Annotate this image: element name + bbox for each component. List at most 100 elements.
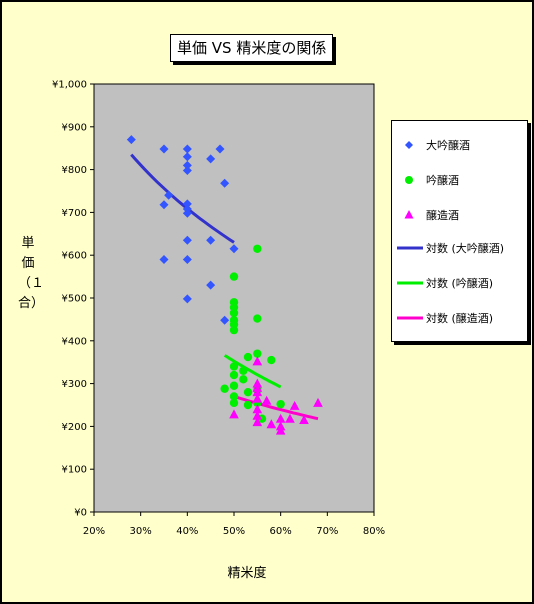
- data-point-triangle: [252, 393, 263, 403]
- data-point-triangle: [266, 419, 277, 429]
- legend-item-trend-jozo: 対数 (醸造酒): [392, 308, 527, 328]
- data-point-diamond: [182, 254, 192, 264]
- data-point-triangle: [289, 400, 300, 410]
- data-point-circle: [229, 325, 239, 335]
- y-tick-label: ¥300: [62, 379, 87, 390]
- plot-area: [93, 83, 375, 513]
- triangle-marker-icon: [404, 210, 414, 219]
- legend-label: 対数 (醸造酒): [426, 312, 494, 325]
- data-point-circle: [229, 392, 239, 401]
- data-point-diamond: [182, 144, 192, 154]
- data-point-triangle: [285, 413, 295, 423]
- y-tick-label: ¥100: [62, 465, 87, 476]
- x-tick-label: 20%: [83, 526, 105, 537]
- data-point-triangle: [252, 417, 263, 427]
- line-marker-icon: [397, 281, 423, 285]
- legend-item-trend-daiginjo: 対数 (大吟醸酒): [392, 238, 527, 258]
- data-point-triangle: [261, 395, 272, 405]
- data-point-circle: [253, 244, 262, 253]
- data-point-diamond: [215, 144, 225, 154]
- data-point-diamond: [159, 254, 169, 264]
- data-point-circle: [243, 387, 253, 397]
- data-point-circle: [229, 381, 239, 390]
- data-point-diamond: [206, 154, 216, 164]
- data-point-triangle: [252, 404, 263, 414]
- y-tick-label: ¥800: [62, 165, 87, 176]
- legend: 大吟醸酒 吟醸酒 醸造酒 対数 (大吟醸酒) 対数 (吟醸酒) 対数 (醸造酒): [391, 120, 528, 342]
- data-point-diamond: [206, 280, 216, 290]
- y-tick-label: ¥500: [62, 294, 87, 305]
- data-point-diamond: [220, 178, 230, 188]
- data-point-circle: [276, 399, 285, 409]
- legend-label: 吟醸酒: [426, 174, 459, 187]
- data-point-circle: [239, 375, 248, 384]
- line-marker-icon: [397, 316, 423, 320]
- data-point-diamond: [220, 315, 230, 325]
- data-point-circle: [253, 349, 262, 358]
- data-point-triangle: [313, 397, 323, 407]
- data-point-diamond: [182, 294, 192, 304]
- data-point-diamond: [206, 235, 216, 245]
- data-point-circle: [243, 352, 253, 362]
- data-points: [126, 135, 323, 435]
- data-point-triangle: [252, 356, 263, 366]
- x-tick-label: 30%: [130, 526, 152, 537]
- data-point-triangle: [252, 387, 263, 397]
- legend-item-daiginjo: 大吟醸酒: [392, 135, 527, 155]
- legend-item-trend-ginjo: 対数 (吟醸酒): [392, 273, 527, 293]
- data-point-diamond: [159, 200, 169, 210]
- data-point-diamond: [182, 199, 192, 209]
- data-point-diamond: [159, 144, 169, 154]
- data-point-triangle: [275, 425, 286, 435]
- data-point-triangle: [229, 409, 239, 419]
- data-point-triangle: [299, 414, 309, 424]
- data-point-circle: [229, 370, 239, 380]
- x-tick-label: 80%: [363, 526, 385, 537]
- x-tick-label: 40%: [176, 526, 198, 537]
- legend-label: 大吟醸酒: [426, 139, 470, 152]
- x-tick-label: 50%: [223, 526, 245, 537]
- legend-label: 対数 (吟醸酒): [426, 277, 494, 290]
- x-tick-label: 60%: [270, 526, 292, 537]
- chart-title: 単価 VS 精米度の関係: [170, 34, 334, 62]
- legend-label: 対数 (大吟醸酒): [426, 242, 505, 255]
- y-tick-label: ¥700: [62, 208, 87, 219]
- y-tick-label: ¥400: [62, 336, 87, 347]
- data-point-circle: [229, 308, 239, 318]
- data-point-diamond: [182, 160, 192, 170]
- axes: ¥0 ¥100 ¥200 ¥300 ¥400 ¥500 ¥600 ¥700 ¥800 ¥900 ¥1…: [52, 80, 385, 538]
- y-axis-label: 単価（１合）: [18, 236, 45, 311]
- data-point-diamond: [182, 208, 192, 218]
- data-point-diamond: [229, 244, 239, 254]
- legend-item-jozo: 醸造酒: [392, 205, 527, 225]
- data-point-circle: [229, 398, 239, 408]
- legend-item-ginjo: 吟醸酒: [392, 170, 527, 190]
- y-tick-label: ¥900: [62, 122, 87, 133]
- x-axis-label: 精米度: [227, 566, 267, 581]
- y-tick-label: ¥600: [62, 251, 87, 262]
- line-marker-icon: [397, 246, 423, 250]
- data-point-circle: [267, 355, 276, 365]
- data-point-circle: [220, 384, 229, 393]
- data-point-circle: [239, 366, 248, 375]
- data-point-circle: [243, 400, 253, 410]
- data-point-diamond: [182, 152, 192, 162]
- trendline: [130, 153, 235, 244]
- y-tick-label: ¥200: [62, 422, 87, 433]
- data-point-triangle: [275, 413, 286, 423]
- data-point-diamond: [164, 190, 174, 200]
- diamond-marker-icon: [405, 141, 413, 149]
- legend-label: 醸造酒: [426, 209, 459, 222]
- trendline: [223, 354, 282, 389]
- y-tick-label: ¥1,000: [52, 80, 87, 91]
- circle-marker-icon: [405, 176, 413, 184]
- data-point-circle: [229, 362, 239, 371]
- data-point-circle: [229, 272, 239, 281]
- data-point-circle: [253, 314, 262, 323]
- data-point-diamond: [182, 165, 192, 175]
- x-tick-label: 70%: [316, 526, 338, 537]
- data-point-diamond: [182, 235, 192, 245]
- data-point-triangle: [252, 410, 263, 420]
